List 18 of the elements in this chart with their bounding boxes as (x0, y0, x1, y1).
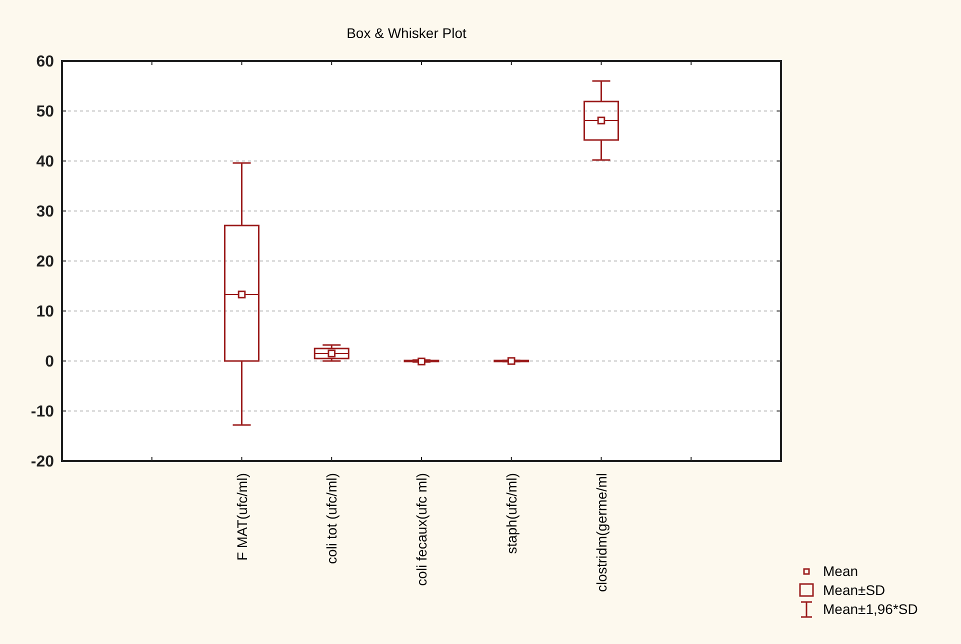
text: Mean (823, 563, 858, 579)
y-tick-label: 10 (36, 304, 54, 321)
text: Mean±SD (823, 582, 886, 598)
text: Mean±1,96*SD (823, 601, 918, 617)
y-tick-label: 50 (36, 104, 54, 121)
x-tick-label: F MAT(ufc/ml) (234, 473, 250, 561)
x-tick-label: coli fecaux(ufc ml) (414, 473, 430, 586)
y-tick-label: 60 (36, 54, 54, 71)
x-tick-label: clostridm(germe/ml (593, 473, 610, 592)
y-tick-label: -10 (30, 404, 54, 421)
chart-title: Box & Whisker Plot (346, 25, 467, 41)
y-tick-label: 40 (36, 154, 54, 171)
y-tick-label: 20 (36, 254, 54, 271)
x-tick-label: coli tot (ufc/ml) (324, 473, 340, 564)
y-tick-label: 0 (45, 354, 54, 371)
x-tick-label: staph(ufc/ml) (503, 473, 520, 554)
y-tick-label: 30 (36, 204, 54, 221)
y-tick-label: -20 (30, 454, 54, 471)
